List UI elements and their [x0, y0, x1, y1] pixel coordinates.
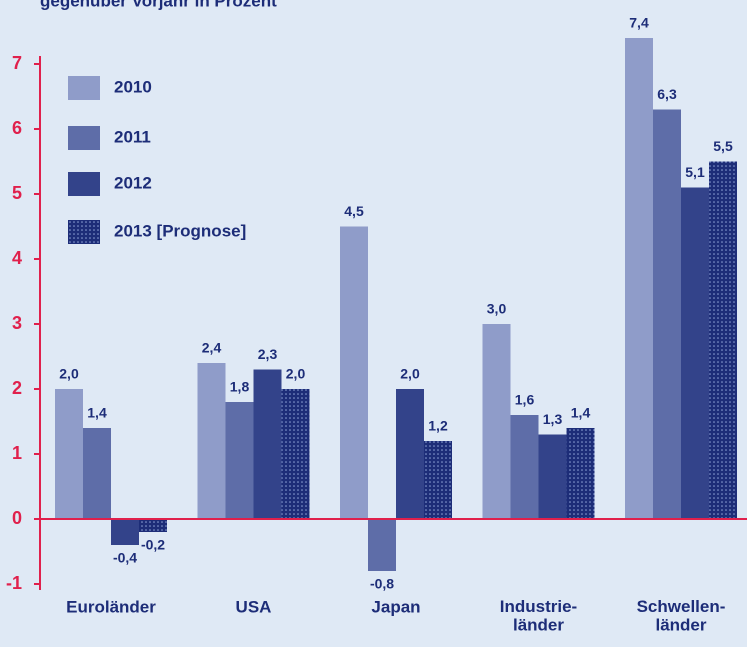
value-label: 2,0 [286, 366, 306, 382]
legend-swatch [68, 126, 100, 150]
bar [197, 363, 226, 519]
y-tick-label: 6 [12, 118, 22, 138]
value-label: 1,4 [571, 405, 591, 421]
value-label: 2,4 [202, 340, 222, 356]
y-tick-label: 4 [12, 248, 22, 268]
x-tick-label: Schwellen-länder [637, 597, 726, 635]
value-label: 1,8 [230, 379, 250, 395]
bar [111, 519, 139, 545]
value-label: 2,0 [59, 366, 79, 382]
value-label: 1,6 [515, 392, 535, 408]
bar [225, 402, 254, 519]
y-tick-label: 2 [12, 378, 22, 398]
legend-swatch [68, 76, 100, 100]
value-label: 4,5 [344, 203, 364, 219]
value-label: 5,5 [713, 138, 733, 154]
legend-swatch [68, 172, 100, 196]
value-label: 1,3 [543, 411, 563, 427]
legend-label: 2010 [114, 77, 152, 96]
value-label: 2,3 [258, 346, 278, 362]
bar [482, 324, 511, 519]
y-tick-label: 7 [12, 53, 22, 73]
value-label: 5,1 [685, 164, 705, 180]
bar [55, 389, 83, 519]
value-label: -0,2 [141, 537, 165, 553]
legend-label: 2013 [Prognose] [114, 221, 246, 240]
y-tick-label: 0 [12, 508, 22, 528]
value-label: 2,0 [400, 366, 420, 382]
bar [253, 369, 282, 519]
value-label: -0,4 [113, 550, 137, 566]
chart-subtitle: gegenüber Vorjahr in Prozent [40, 0, 277, 10]
legend-label: 2011 [114, 127, 151, 146]
x-tick-label: Industrie-länder [500, 597, 577, 635]
y-tick-label: 1 [12, 443, 22, 463]
bar [139, 519, 167, 532]
bar [424, 441, 452, 519]
bar [340, 226, 368, 519]
bar [681, 187, 709, 519]
y-tick-label: 5 [12, 183, 22, 203]
x-tick-label: Euroländer [66, 597, 156, 616]
y-tick-label: 3 [12, 313, 22, 333]
legend-swatch [68, 220, 100, 244]
x-tick-label: Japan [371, 597, 420, 616]
bar [83, 428, 111, 519]
bar [538, 434, 567, 519]
value-label: 7,4 [629, 15, 649, 31]
bar [510, 415, 539, 519]
value-label: 1,2 [428, 418, 448, 434]
bar [281, 389, 310, 519]
y-tick-label: -1 [6, 573, 22, 593]
value-label: 3,0 [487, 301, 507, 317]
bar [653, 109, 681, 519]
bar [396, 389, 424, 519]
value-label: 1,4 [87, 405, 107, 421]
value-label: 6,3 [657, 86, 677, 102]
x-tick-label: USA [236, 597, 272, 616]
legend-label: 2012 [114, 173, 152, 192]
bar [709, 161, 737, 519]
value-label: -0,8 [370, 576, 394, 592]
bar [566, 428, 595, 519]
bar [625, 38, 653, 519]
bar [368, 519, 396, 571]
